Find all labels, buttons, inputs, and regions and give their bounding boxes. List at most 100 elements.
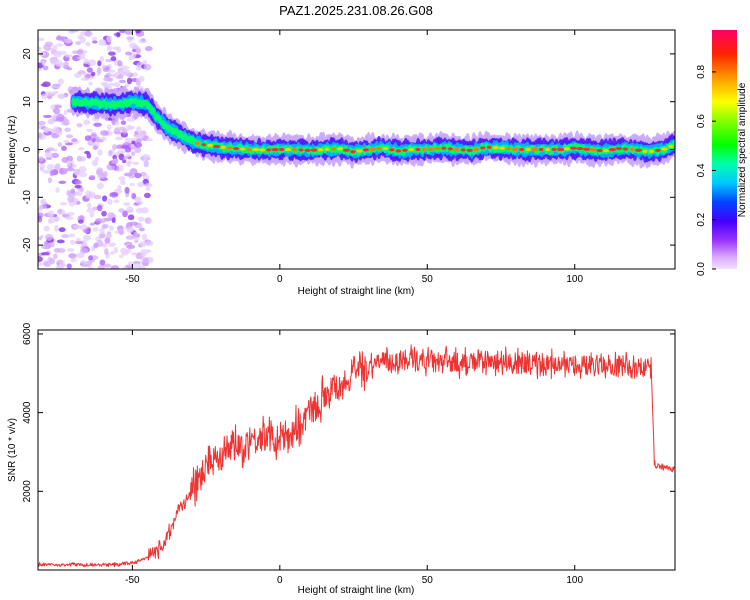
noise-dot [77,219,84,224]
noise-dot [44,41,53,48]
noise-dot [86,193,93,197]
noise-dot [41,60,46,66]
ridge-peak [258,148,266,152]
noise-dot [86,128,94,133]
noise-dot [102,242,108,248]
noise-dot [38,262,44,266]
noise-dot [120,145,130,149]
ridge-peak [226,146,234,150]
y-tick-label: -10 [22,190,33,205]
noise-dot [95,218,103,224]
noise-dot [118,153,125,161]
noise-dot [124,137,131,144]
noise-dot [78,215,85,220]
noise-dot [113,246,118,254]
noise-dot [142,60,148,65]
colorbar-tick-label: 0.6 [696,114,707,128]
noise-dot [64,216,74,220]
noise-dot [103,263,112,268]
noise-dot [74,179,82,185]
noise-dot [86,152,92,159]
ridge-peak [486,145,492,149]
noise-dot [135,48,141,55]
noise-dot [88,81,93,86]
noise-dot [133,142,143,148]
noise-dot [100,218,107,224]
noise-dot [77,70,86,75]
noise-dot [104,248,109,256]
noise-dot [101,223,109,229]
noise-dot [129,182,135,187]
noise-dot [64,54,73,58]
x-tick-label: 50 [422,274,434,285]
ridge-peak [492,146,499,150]
x-tick-label: -50 [125,274,140,285]
noise-dot [122,210,128,218]
spectrogram-y-ticks: -20 -10 0 10 20 [22,48,675,252]
noise-dot [108,82,115,87]
ridge-peak [278,147,285,152]
noise-dot [136,125,142,133]
noise-dot [61,234,70,238]
noise-dot [117,60,123,67]
noise-dot [38,215,43,223]
ridge-peak [356,149,363,153]
noise-dot [110,56,117,62]
ridge-peak [317,148,324,152]
ridge-peak [511,147,519,152]
noise-dot [143,192,151,199]
noise-dot [140,252,147,258]
noise-dot [76,123,83,128]
noise-dot [115,136,124,141]
noise-dot [135,80,141,86]
noise-dot [51,116,57,120]
noise-dot [120,179,126,185]
noise-dot [123,202,131,206]
noise-dot [118,176,126,181]
noise-dot [129,42,138,49]
noise-dot [68,233,75,238]
colorbar-tick-label: 0.8 [696,64,707,78]
noise-dot [69,239,76,245]
noise-dot [141,155,146,163]
noise-dot [59,202,68,206]
ridge-peak [453,147,460,152]
noise-dot [126,226,135,233]
noise-dot [146,138,153,142]
noise-dot [147,217,152,224]
x-tick-label: 100 [566,274,583,285]
noise-dot [56,43,64,47]
noise-dot [124,30,133,35]
ridge-peak [649,149,654,154]
ridge-peak [583,147,591,151]
noise-dot [108,69,116,73]
noise-dot [91,36,98,41]
ridge-peak [292,147,297,152]
colorbar-ticks: 0.0 0.2 0.4 0.6 0.8 [696,64,716,276]
noise-dot [43,127,50,133]
ridge-peak [615,146,623,151]
noise-dot [143,63,152,71]
noise-dot [63,65,70,70]
noise-dot [105,234,113,239]
noise-dot [117,74,124,78]
noise-dot [43,225,50,232]
noise-dot [47,118,55,125]
noise-dot [112,143,117,151]
noise-dot [41,251,50,256]
noise-dot [97,265,105,269]
noise-dot [111,158,119,165]
noise-dot [134,172,142,179]
noise-dot [105,58,113,63]
noise-dot [127,214,135,221]
noise-dot [58,93,65,100]
noise-dot [72,224,81,230]
noise-dot [66,155,73,162]
ridge-peak [460,148,466,152]
noise-dot [126,36,135,40]
ridge-peak [506,147,511,151]
noise-dot [126,77,133,85]
noise-dot [131,151,136,157]
ridge-peak [310,148,318,152]
noise-dot [63,139,69,144]
